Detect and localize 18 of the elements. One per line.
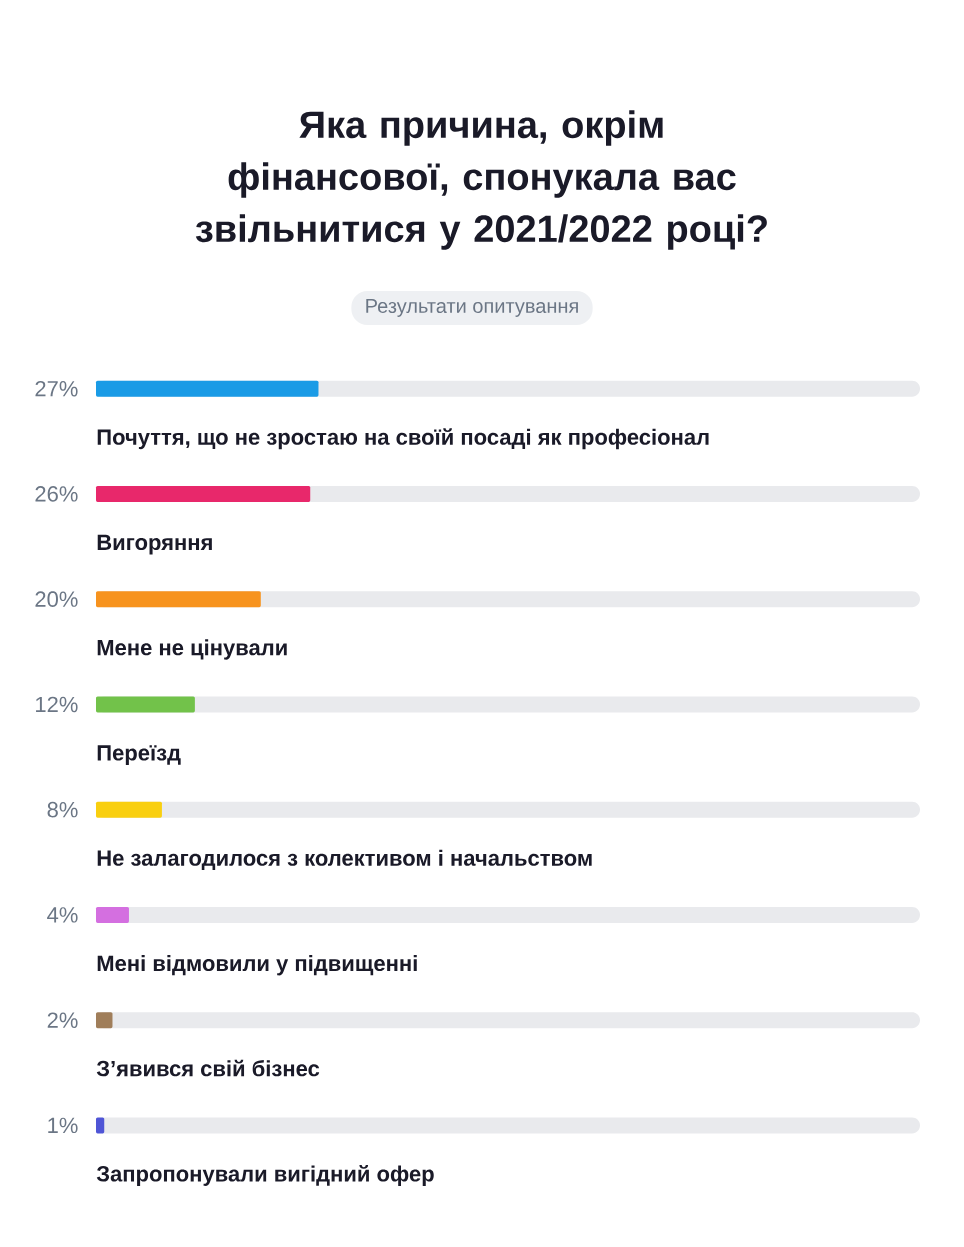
y-tick-label: Переїзд — [97, 745, 181, 765]
y-tick-label: Почуття, що не зростаю на своїй посаді як професіонал — [97, 428, 709, 450]
chart-title: Яка причина, окрім фінансової, спонукала вас звільнитися у 2021/2022 році? — [195, 110, 767, 250]
data-label: 1% — [48, 1117, 78, 1134]
y-tick-label: Вигоряння — [97, 534, 212, 555]
y-tick-label: Не залагодилося з колективом і начальством — [97, 849, 592, 871]
data-label: 2% — [47, 1012, 78, 1028]
data-label: 26% — [35, 486, 78, 502]
data-label: 4% — [47, 907, 78, 923]
data-label: 27% — [35, 380, 78, 397]
data-label: 20% — [35, 591, 78, 607]
y-tick-label: Мені відмовили у підвищенні — [97, 954, 417, 976]
data-label: 8% — [47, 801, 78, 818]
chart-subtitle: Результати опитування — [366, 299, 578, 317]
y-tick-label: З’явився свій бізнес — [96, 1059, 320, 1077]
data-label: 12% — [36, 696, 78, 713]
y-tick-label: Запропонували вигідний офер — [96, 1165, 434, 1186]
y-tick-label: Мене не цінували — [97, 639, 287, 660]
